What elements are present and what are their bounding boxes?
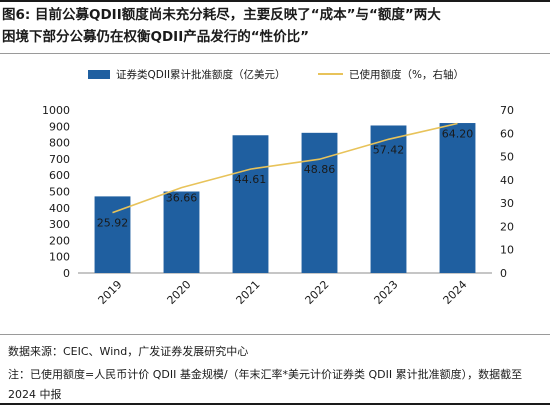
y-left-tick-label: 800 [49, 137, 70, 150]
y-right-tick-label: 0 [500, 267, 507, 280]
data-label: 25.92 [97, 217, 129, 230]
y-left-tick-label: 400 [49, 202, 70, 215]
data-label: 64.20 [442, 128, 474, 141]
chart: 证券类QDII累计批准额度（亿美元） 已使用额度（%，右轴） 010020030… [42, 68, 514, 307]
x-tick-label: 2019 [96, 278, 125, 307]
x-tick-label: 2023 [372, 278, 401, 307]
y-left-tick-label: 500 [49, 186, 70, 199]
data-label: 44.61 [235, 173, 267, 186]
bar [232, 135, 269, 273]
footer-divider [0, 334, 550, 335]
title-divider [0, 53, 550, 54]
note-text: 注：已使用额度=人民币计价 QDII 基金规模/（年末汇率*美元计价证券类 QD… [8, 368, 523, 401]
y-right-tick-label: 10 [500, 244, 514, 257]
data-labels: 25.92 36.66 44.61 48.86 57.42 64.20 [97, 128, 474, 230]
bar [301, 132, 338, 273]
title-line-2: 困境下部分公募仍在权衡QDII产品发行的“性价比” [2, 29, 309, 45]
y-left-tick-label: 700 [49, 153, 70, 166]
legend-bar-label: 证券类QDII累计批准额度（亿美元） [116, 68, 286, 81]
legend-line-label: 已使用额度（%，右轴） [349, 68, 464, 81]
line-path [112, 122, 458, 214]
y-right-tick-label: 40 [500, 174, 514, 187]
source-text: 数据来源：CEIC、Wind，广发证券发展研究中心 [8, 345, 249, 358]
y-left-tick-label: 600 [49, 169, 70, 182]
data-label: 36.66 [166, 192, 198, 205]
x-tick-label: 2024 [441, 278, 470, 307]
y-right-tick-label: 30 [500, 197, 514, 210]
bottom-rule [0, 403, 550, 405]
bar [439, 123, 476, 273]
legend-bar-swatch [88, 70, 110, 79]
bar [370, 125, 407, 273]
x-tick-label: 2020 [165, 278, 194, 307]
y-right-tick-label: 60 [500, 127, 514, 140]
y-right-tick-label: 20 [500, 220, 514, 233]
x-tick-label: 2022 [303, 278, 332, 307]
y-left-tick-label: 200 [49, 234, 70, 247]
y-left-tick-label: 0 [63, 267, 70, 280]
legend: 证券类QDII累计批准额度（亿美元） 已使用额度（%，右轴） [88, 68, 464, 81]
line-series [112, 122, 458, 214]
x-tick-label: 2021 [234, 278, 263, 307]
y-right-tick-label: 50 [500, 151, 514, 164]
data-label: 48.86 [304, 163, 336, 176]
bar [163, 191, 200, 273]
top-rule [0, 0, 550, 2]
y-left-tick-label: 900 [49, 120, 70, 133]
figure-title: 图6: 目前公募QDII额度尚未充分耗尽，主要反映了“成本”与“额度”两大 困境… [2, 4, 548, 48]
y-left-tick-label: 100 [49, 251, 70, 264]
y-left-tick-label: 1000 [42, 104, 70, 117]
title-line-1: 图6: 目前公募QDII额度尚未充分耗尽，主要反映了“成本”与“额度”两大 [2, 7, 441, 23]
data-label: 57.42 [373, 143, 405, 156]
y-left-tick-label: 300 [49, 218, 70, 231]
y-right-tick-label: 70 [500, 104, 514, 117]
